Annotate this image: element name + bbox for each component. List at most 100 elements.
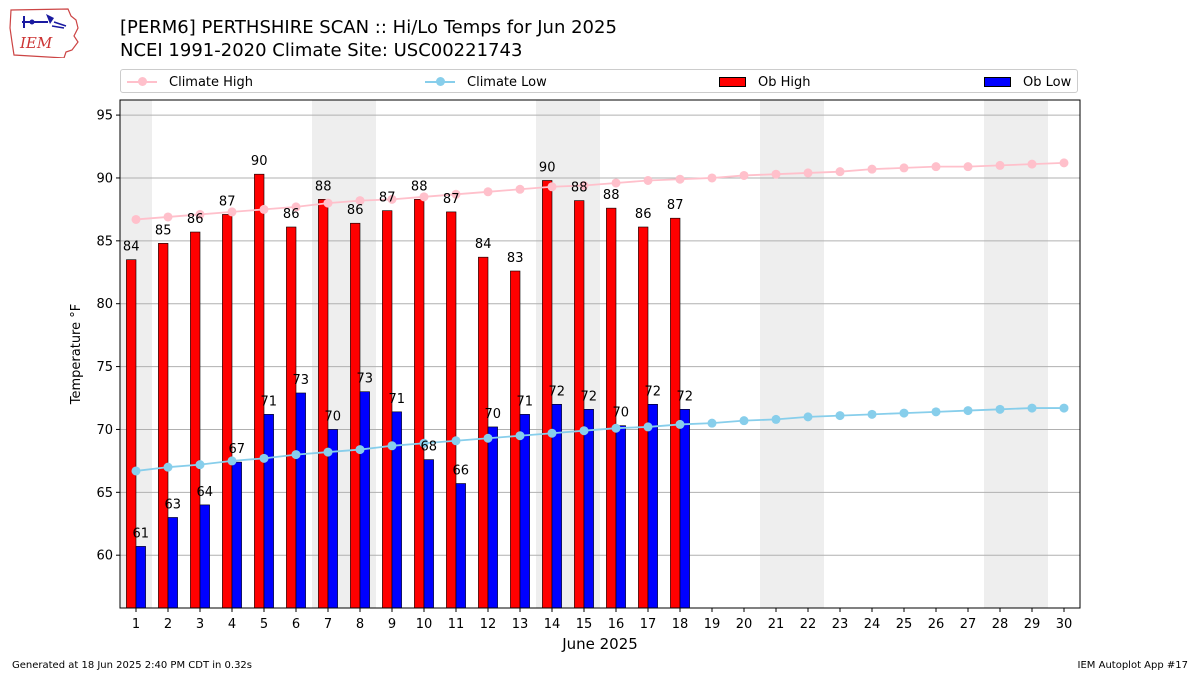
ob-high-label: 88 [315, 179, 332, 194]
y-tick-label: 90 [96, 171, 113, 186]
ob-low-bar [135, 546, 146, 609]
ob-low-swatch [984, 77, 1011, 87]
ob-low-bar [647, 403, 658, 609]
ob-low-label: 71 [389, 392, 406, 407]
ob-high-label: 87 [667, 198, 684, 213]
ob-low-label: 71 [517, 394, 534, 409]
ob-high-bar [478, 256, 489, 609]
ob-high-label: 84 [475, 237, 492, 252]
climate-high-point [611, 178, 621, 188]
climate-lines [131, 158, 1069, 476]
ob-high-bar [254, 173, 265, 609]
ob-high-label: 85 [155, 223, 172, 238]
ob-high-label: 90 [251, 154, 268, 169]
ob-high-bar [318, 199, 329, 609]
climate-high-point [195, 209, 205, 219]
x-tick-label: 1 [132, 617, 140, 632]
y-tick-label: 65 [96, 486, 113, 501]
x-tick-label: 30 [1056, 617, 1073, 632]
climate-high-point [163, 212, 173, 222]
climate-high-point [579, 181, 589, 191]
climate-high-point [803, 168, 813, 178]
climate-low-point [547, 428, 557, 438]
climate-low-point [675, 419, 685, 429]
legend-label-climate-high: Climate High [169, 74, 254, 90]
ob-low-label: 73 [357, 372, 374, 387]
x-tick-label: 29 [1024, 617, 1041, 632]
x-tick-label: 19 [704, 617, 721, 632]
climate-low-point [387, 441, 397, 451]
climate-high-point [515, 184, 525, 194]
legend-item-ob-high: Ob High [719, 73, 811, 91]
chart-legend: Climate High Climate Low Ob High Ob Low [120, 69, 1078, 93]
weekend-shade [760, 100, 824, 608]
ob-low-label: 72 [677, 389, 694, 404]
climate-high-point [931, 162, 941, 172]
climate-high-point [675, 174, 685, 184]
ob-low-bar [231, 461, 242, 609]
y-axis-label: Temperature °F [69, 304, 84, 405]
climate-low-point [163, 462, 173, 472]
x-tick-label: 22 [800, 617, 817, 632]
x-tick-label: 25 [896, 617, 913, 632]
ob-high-bar [670, 217, 681, 609]
x-tick-label: 4 [228, 617, 236, 632]
y-tick-label: 75 [96, 360, 113, 375]
ob-low-bar [583, 409, 594, 609]
ob-high-label: 83 [507, 251, 524, 266]
ob-high-bar [382, 210, 393, 609]
ob-high-label: 86 [283, 207, 300, 222]
ob-low-label: 70 [325, 409, 342, 424]
weekend-shade [984, 100, 1048, 608]
bars [126, 173, 690, 609]
ob-low-bar [423, 459, 434, 609]
x-tick-label: 16 [608, 617, 625, 632]
x-tick-label: 15 [576, 617, 593, 632]
ob-low-label: 61 [133, 526, 150, 541]
chart-title: [PERM6] PERTHSHIRE SCAN :: Hi/Lo Temps f… [120, 17, 617, 38]
climate-high-point [643, 175, 653, 185]
ob-low-label: 68 [421, 440, 438, 455]
climate-high-point [707, 173, 717, 183]
ob-low-label: 72 [645, 384, 662, 399]
climate-low-point [515, 431, 525, 441]
ob-low-bar [199, 504, 210, 609]
climate-low-point [739, 416, 749, 426]
x-tick-label: 24 [864, 617, 881, 632]
climate-high-point [995, 160, 1005, 170]
x-axis-label: June 2025 [561, 635, 638, 653]
x-tick-label: 6 [292, 617, 300, 632]
x-tick-label: 11 [448, 617, 465, 632]
climate-high-point [419, 192, 429, 202]
climate-low-point [867, 409, 877, 419]
x-tick-label: 8 [356, 617, 364, 632]
climate-low-point [1059, 403, 1069, 413]
ob-low-label: 72 [581, 389, 598, 404]
ob-high-bar [286, 226, 297, 609]
ob-low-label: 70 [613, 406, 630, 421]
climate-low-point [1027, 403, 1037, 413]
plot-frame [119, 99, 1081, 609]
chart-subtitle: NCEI 1991-2020 Climate Site: USC00221743 [120, 40, 523, 61]
climate-high-point [483, 187, 493, 197]
climate-high-point [835, 167, 845, 177]
climate-high-point [899, 163, 909, 173]
ob-high-label: 88 [603, 188, 620, 203]
climate-low-point [643, 422, 653, 432]
ob-low-label: 73 [293, 373, 310, 388]
ob-low-label: 67 [229, 442, 246, 457]
legend-label-climate-low: Climate Low [467, 74, 547, 90]
ob-high-label: 87 [379, 191, 396, 206]
climate-low-point [323, 447, 333, 457]
ob-high-bar [638, 226, 649, 609]
ob-low-bar [167, 517, 178, 609]
ob-low-bar [295, 392, 306, 609]
x-tick-label: 27 [960, 617, 977, 632]
climate-high-point [355, 196, 365, 206]
x-tick-label: 14 [544, 617, 561, 632]
climate-low-point [995, 404, 1005, 414]
climate-high-point [1059, 158, 1069, 168]
climate-low-point [195, 460, 205, 470]
x-tick-label: 3 [196, 617, 204, 632]
climate-low-point [419, 438, 429, 448]
